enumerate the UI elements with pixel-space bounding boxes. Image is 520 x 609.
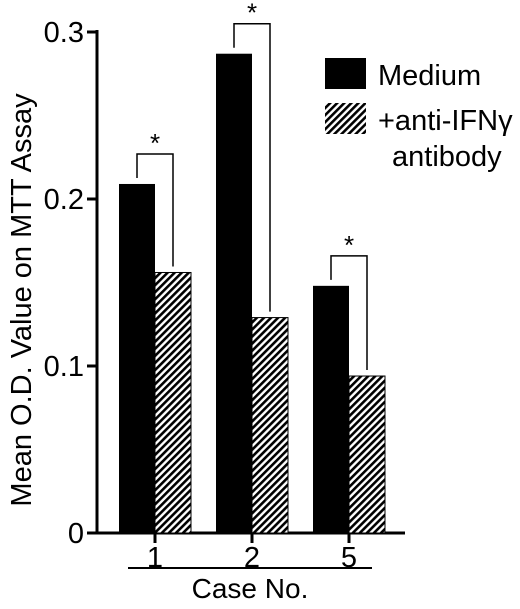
legend-swatch-medium: [325, 58, 366, 89]
y-axis-label: Mean O.D. Value on MTT Assay: [6, 93, 38, 507]
y-tick-label: 0.1: [44, 351, 84, 383]
bar-medium-case-5: [313, 285, 349, 533]
x-tick-label: 1: [147, 542, 163, 574]
x-tick-label: 2: [244, 542, 260, 574]
bar-anti-ifng-case-1: [154, 271, 192, 534]
legend-label-medium: Medium: [378, 60, 481, 92]
y-tick-label: 0.3: [44, 17, 84, 49]
significance-star: *: [247, 0, 257, 28]
significance-bracket: [330, 255, 368, 371]
significance-star: *: [344, 230, 354, 260]
x-axis-label: Case No.: [192, 573, 309, 604]
y-tick-label: 0: [68, 518, 84, 550]
significance-star: *: [150, 128, 160, 158]
y-axis-ticks: 0 0.1 0.2 0.3: [44, 17, 97, 550]
legend-swatch-anti-ifng: [325, 103, 366, 134]
bar-anti-ifng-case-2: [251, 317, 289, 534]
significance-brackets: * * *: [136, 0, 368, 371]
bars: [119, 53, 386, 534]
bar-medium-case-1: [119, 183, 155, 533]
legend: Medium +anti-IFNγ antibody: [325, 58, 520, 173]
bar-medium-case-2: [216, 53, 252, 534]
x-axis-ticks: 1 2 5: [147, 533, 357, 574]
y-tick-label: 0.2: [44, 184, 84, 216]
x-tick-label: 5: [341, 542, 357, 574]
legend-label-anti-ifng: +anti-IFNγ antibody: [378, 105, 520, 173]
bar-anti-ifng-case-5: [348, 375, 386, 534]
significance-bracket: [136, 153, 174, 267]
significance-bracket: [233, 22, 271, 312]
